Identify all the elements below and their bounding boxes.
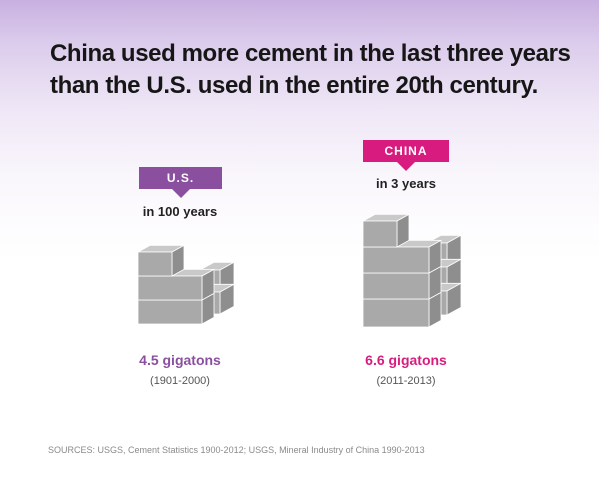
us-period-text: in 100 years: [142, 204, 218, 219]
china-amount: 6.6 gigatons: [365, 352, 447, 368]
chart-title-line-1: China used more cement in the last three…: [50, 40, 571, 67]
sources-note: SOURCES: USGS, Cement Statistics 1900-20…: [48, 445, 425, 455]
chart-title: China used more cement in the last three…: [50, 38, 580, 102]
us-block-row-top-front: [137, 251, 173, 277]
us-date-range: (1901-2000): [150, 375, 210, 387]
china-block-row-second-front: [362, 246, 430, 274]
us-amount: 4.5 gigatons: [139, 352, 221, 368]
china-block-row-bottom-front: [362, 298, 430, 328]
china-block-row-top-front: [362, 220, 398, 248]
china-flag-label: CHINA: [363, 140, 449, 171]
china-block-row-third-front: [362, 272, 430, 300]
chart-title-line-2: than the U.S. used in the entire 20th ce…: [50, 72, 538, 99]
china-cement-blocks: [362, 213, 462, 328]
us-flag-label: U.S.: [139, 167, 222, 198]
us-block-row-bottom-front: [137, 299, 203, 325]
us-block-row-middle-front: [137, 275, 203, 301]
us-cement-blocks: [137, 244, 235, 325]
china-period-text: in 3 years: [376, 176, 436, 191]
china-date-range: (2011-2013): [376, 375, 436, 387]
